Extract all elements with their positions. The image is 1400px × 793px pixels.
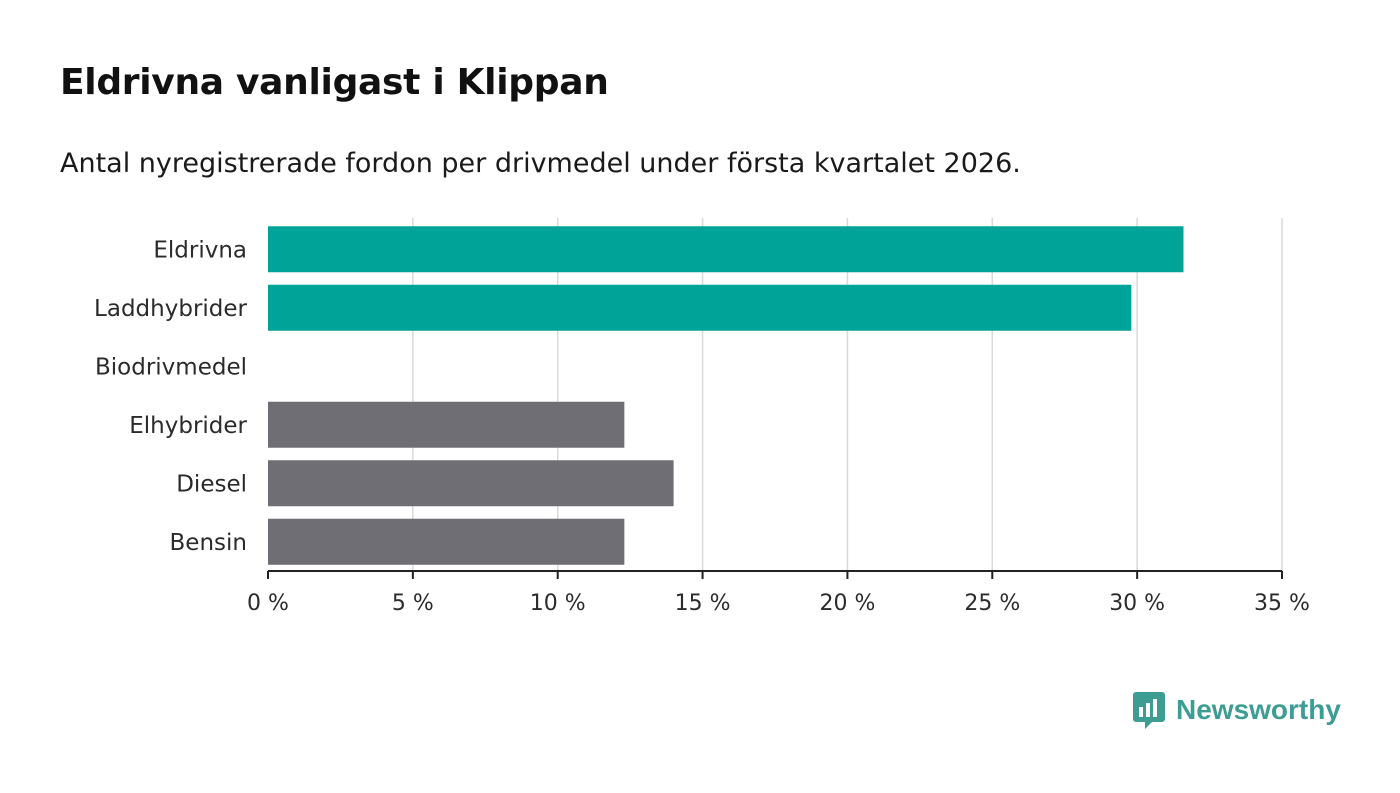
tick-label: 20 %	[819, 591, 875, 616]
category-label: Bensin	[170, 530, 247, 556]
tick-label: 10 %	[530, 591, 586, 616]
bar	[268, 226, 1184, 273]
bar	[268, 460, 674, 507]
category-label: Eldrivna	[153, 237, 247, 263]
tick-label: 35 %	[1254, 591, 1310, 616]
category-label: Diesel	[176, 471, 247, 497]
chart-title: Eldrivna vanligast i Klippan	[60, 62, 609, 103]
tick-label: 5 %	[392, 591, 434, 616]
tick-label: 15 %	[675, 591, 731, 616]
newsworthy-logo: Newsworthy	[1132, 690, 1341, 730]
bar	[268, 518, 625, 565]
brand-name: Newsworthy	[1176, 694, 1341, 725]
bar	[268, 401, 625, 448]
tick-label: 25 %	[964, 591, 1020, 616]
tick-label: 0 %	[247, 591, 289, 616]
category-label: Laddhybrider	[94, 296, 247, 322]
bar	[268, 284, 1132, 331]
category-label: Biodrivmedel	[95, 354, 247, 380]
newsworthy-chart-bubble-icon	[1133, 692, 1165, 729]
tick-label: 30 %	[1109, 591, 1165, 616]
chart-subtitle: Antal nyregistrerade fordon per drivmede…	[60, 148, 1021, 179]
category-label: Elhybrider	[129, 413, 247, 439]
